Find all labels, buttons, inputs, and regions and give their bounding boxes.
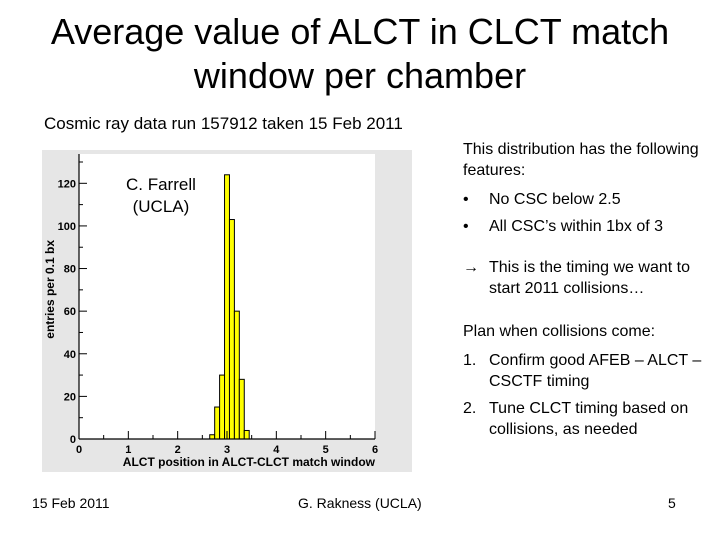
y-tick-label: 20 [64, 391, 76, 403]
x-tick-label: 6 [372, 444, 378, 456]
histogram-bar [233, 310, 240, 440]
y-tick-label: 80 [64, 264, 76, 276]
footer-presenter: G. Rakness (UCLA) [298, 495, 422, 511]
feature-item: • No CSC below 2.5 [463, 189, 713, 210]
y-axis-label: entries per 0.1 bx [43, 240, 57, 339]
histogram-chart: 0 1 2 3 4 5 6 0 20 40 60 80 100 120 ALCT position in A… [42, 150, 412, 472]
author-name: C. Farrell [126, 175, 196, 194]
features-intro: This distribution has the following feat… [463, 141, 699, 179]
feature-text: No CSC below 2.5 [489, 191, 621, 208]
plan-text: Tune CLCT timing based on collisions, as… [489, 400, 689, 438]
plan-number: 1. [463, 352, 477, 369]
features-list: • No CSC below 2.5 • All CSC’s within 1b… [463, 189, 713, 237]
histogram-bar [238, 378, 245, 440]
slide-title: Average value of ALCT in CLCT match wind… [50, 11, 670, 96]
plan-item: 2. Tune CLCT timing based on collisions,… [463, 398, 713, 440]
y-tick-label: 0 [70, 434, 76, 446]
plan-heading: Plan when collisions come: [463, 323, 656, 340]
footer-page-number: 5 [668, 495, 676, 511]
plan-text: Confirm good AFEB – ALCT – CSCTF timing [489, 352, 702, 390]
y-tick-label: 40 [64, 349, 76, 361]
author-affiliation: (UCLA) [132, 197, 190, 216]
bullet-icon: • [463, 218, 469, 235]
histogram-bar [209, 434, 216, 440]
feature-item: • All CSC’s within 1bx of 3 [463, 216, 713, 237]
conclusion-text: This is the timing we want to start 2011… [489, 259, 690, 297]
plan-item: 1. Confirm good AFEB – ALCT – CSCTF timi… [463, 350, 713, 392]
plan-list: 1. Confirm good AFEB – ALCT – CSCTF timi… [463, 350, 713, 440]
x-tick-label: 4 [273, 444, 280, 456]
histogram-bar [228, 219, 235, 440]
author-note: C. Farrell (UCLA) [126, 174, 196, 218]
histogram-bar [214, 406, 221, 440]
y-tick-label: 60 [64, 306, 76, 318]
x-tick-label: 5 [323, 444, 329, 456]
plan-number: 2. [463, 400, 477, 417]
footer-date: 15 Feb 2011 [32, 495, 110, 511]
x-tick-label: 0 [76, 444, 82, 456]
x-tick-label: 1 [125, 444, 131, 456]
right-arrow-icon: → [463, 259, 479, 276]
slide-subtitle: Cosmic ray data run 157912 taken 15 Feb … [44, 114, 403, 133]
features-panel: This distribution has the following feat… [463, 139, 713, 446]
histogram-bar [243, 429, 250, 440]
feature-text: All CSC’s within 1bx of 3 [489, 218, 663, 235]
y-tick-label: 100 [58, 221, 76, 233]
y-tick-label: 120 [58, 178, 76, 190]
bullet-icon: • [463, 191, 469, 208]
x-tick-label: 2 [175, 444, 181, 456]
histogram-bar [224, 174, 230, 440]
histogram-bar [219, 374, 226, 440]
x-axis-label: ALCT position in ALCT-CLCT match window [123, 455, 376, 469]
x-tick-label: 3 [224, 444, 230, 456]
conclusion-line: → This is the timing we want to start 201… [463, 257, 713, 299]
